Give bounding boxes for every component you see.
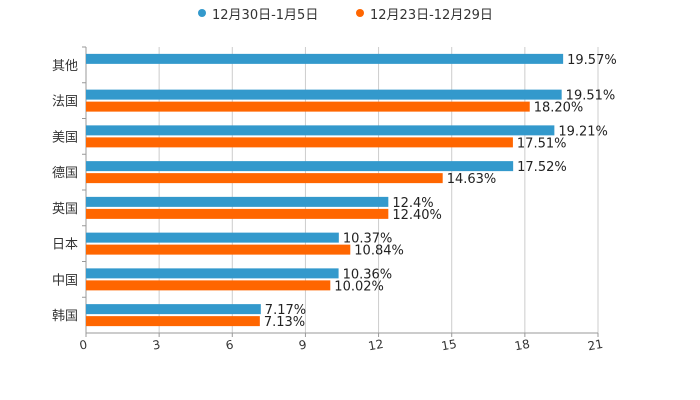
- data-label-series1: 12.4%: [392, 196, 433, 211]
- data-label-series1: 19.21%: [558, 124, 608, 139]
- legend-label-series2: 12月23日-12月29日: [370, 7, 493, 23]
- data-label-series1: 19.51%: [566, 89, 616, 104]
- data-label-series2: 10.02%: [334, 279, 384, 294]
- data-label-series2: 10.84%: [354, 244, 404, 259]
- bar-series2: [86, 316, 260, 327]
- x-tick-label: 18: [513, 337, 530, 353]
- bar-series1: [86, 196, 389, 207]
- legend-item-series2[interactable]: 12月23日-12月29日: [356, 4, 493, 23]
- x-tick-label: 3: [151, 338, 161, 353]
- data-label-series2: 7.13%: [264, 315, 305, 330]
- bar-series2: [86, 173, 443, 184]
- legend-item-series1[interactable]: 12月30日-1月5日: [198, 4, 319, 23]
- bar-series2: [86, 244, 351, 255]
- category-label: 美国: [52, 130, 78, 145]
- data-label-series1: 19.57%: [567, 53, 617, 68]
- data-label-series2: 12.40%: [392, 208, 442, 223]
- legend-label-series1: 12月30日-1月5日: [212, 7, 319, 23]
- data-label-series2: 18.20%: [534, 101, 584, 116]
- data-label-series1: 7.17%: [265, 303, 306, 318]
- bar-series1: [86, 161, 514, 172]
- x-tick-label: 15: [440, 337, 457, 353]
- bar-series2: [86, 280, 331, 291]
- data-label-series1: 10.36%: [343, 267, 393, 282]
- legend: 12月30日-1月5日 12月23日-12月29日: [0, 4, 700, 23]
- legend-marker-series1: [198, 9, 206, 17]
- category-label: 其他: [52, 59, 78, 74]
- x-tick-label: 0: [78, 338, 88, 353]
- bar-series2: [86, 101, 530, 112]
- bar-series1: [86, 125, 555, 136]
- bar-series1: [86, 89, 562, 100]
- category-label: 法国: [52, 95, 78, 110]
- category-label: 英国: [52, 202, 78, 217]
- bar-series1: [86, 53, 564, 64]
- bar-series2: [86, 137, 513, 148]
- bar-series1: [86, 232, 339, 243]
- category-label: 日本: [52, 238, 78, 253]
- data-label-series2: 17.51%: [517, 136, 567, 151]
- category-label: 韩国: [52, 309, 78, 324]
- bar-series1: [86, 304, 261, 315]
- category-label: 中国: [52, 273, 78, 288]
- data-label-series1: 17.52%: [517, 160, 567, 175]
- x-tick-label: 6: [225, 338, 235, 353]
- data-label-series2: 14.63%: [447, 172, 497, 187]
- x-tick-label: 12: [367, 337, 384, 353]
- x-tick-label: 21: [587, 337, 604, 353]
- x-tick-label: 9: [298, 338, 308, 353]
- category-label: 德国: [52, 166, 78, 181]
- bar-series1: [86, 268, 339, 279]
- data-label-series1: 10.37%: [343, 232, 393, 247]
- legend-marker-series2: [356, 9, 364, 17]
- bar-series2: [86, 208, 389, 219]
